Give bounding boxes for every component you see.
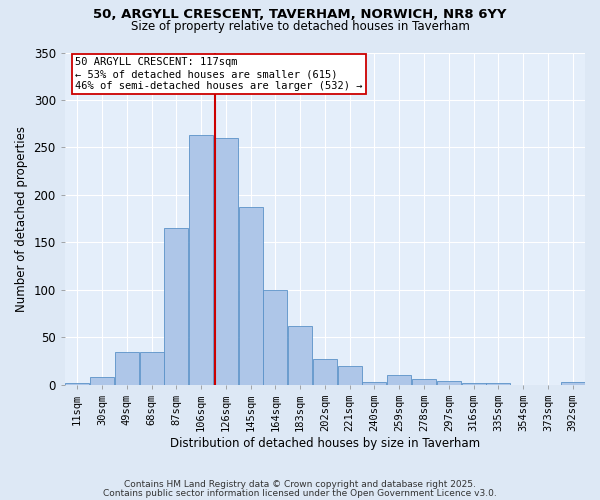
Bar: [313, 360, 337, 385]
Bar: [189, 135, 213, 385]
Bar: [115, 352, 139, 385]
Bar: [437, 381, 461, 385]
Bar: [338, 366, 362, 385]
Bar: [387, 376, 411, 385]
Bar: [362, 382, 386, 385]
Bar: [90, 378, 114, 385]
Bar: [412, 379, 436, 385]
Bar: [263, 290, 287, 385]
Bar: [461, 383, 485, 385]
Bar: [288, 326, 312, 385]
Y-axis label: Number of detached properties: Number of detached properties: [15, 126, 28, 312]
X-axis label: Distribution of detached houses by size in Taverham: Distribution of detached houses by size …: [170, 437, 480, 450]
Bar: [140, 352, 164, 385]
Bar: [560, 382, 584, 385]
Text: Size of property relative to detached houses in Taverham: Size of property relative to detached ho…: [131, 20, 469, 33]
Text: Contains public sector information licensed under the Open Government Licence v3: Contains public sector information licen…: [103, 488, 497, 498]
Bar: [239, 208, 263, 385]
Bar: [486, 383, 511, 385]
Bar: [164, 228, 188, 385]
Text: Contains HM Land Registry data © Crown copyright and database right 2025.: Contains HM Land Registry data © Crown c…: [124, 480, 476, 489]
Text: 50 ARGYLL CRESCENT: 117sqm
← 53% of detached houses are smaller (615)
46% of sem: 50 ARGYLL CRESCENT: 117sqm ← 53% of deta…: [75, 58, 363, 90]
Text: 50, ARGYLL CRESCENT, TAVERHAM, NORWICH, NR8 6YY: 50, ARGYLL CRESCENT, TAVERHAM, NORWICH, …: [93, 8, 507, 20]
Bar: [65, 383, 89, 385]
Bar: [214, 138, 238, 385]
